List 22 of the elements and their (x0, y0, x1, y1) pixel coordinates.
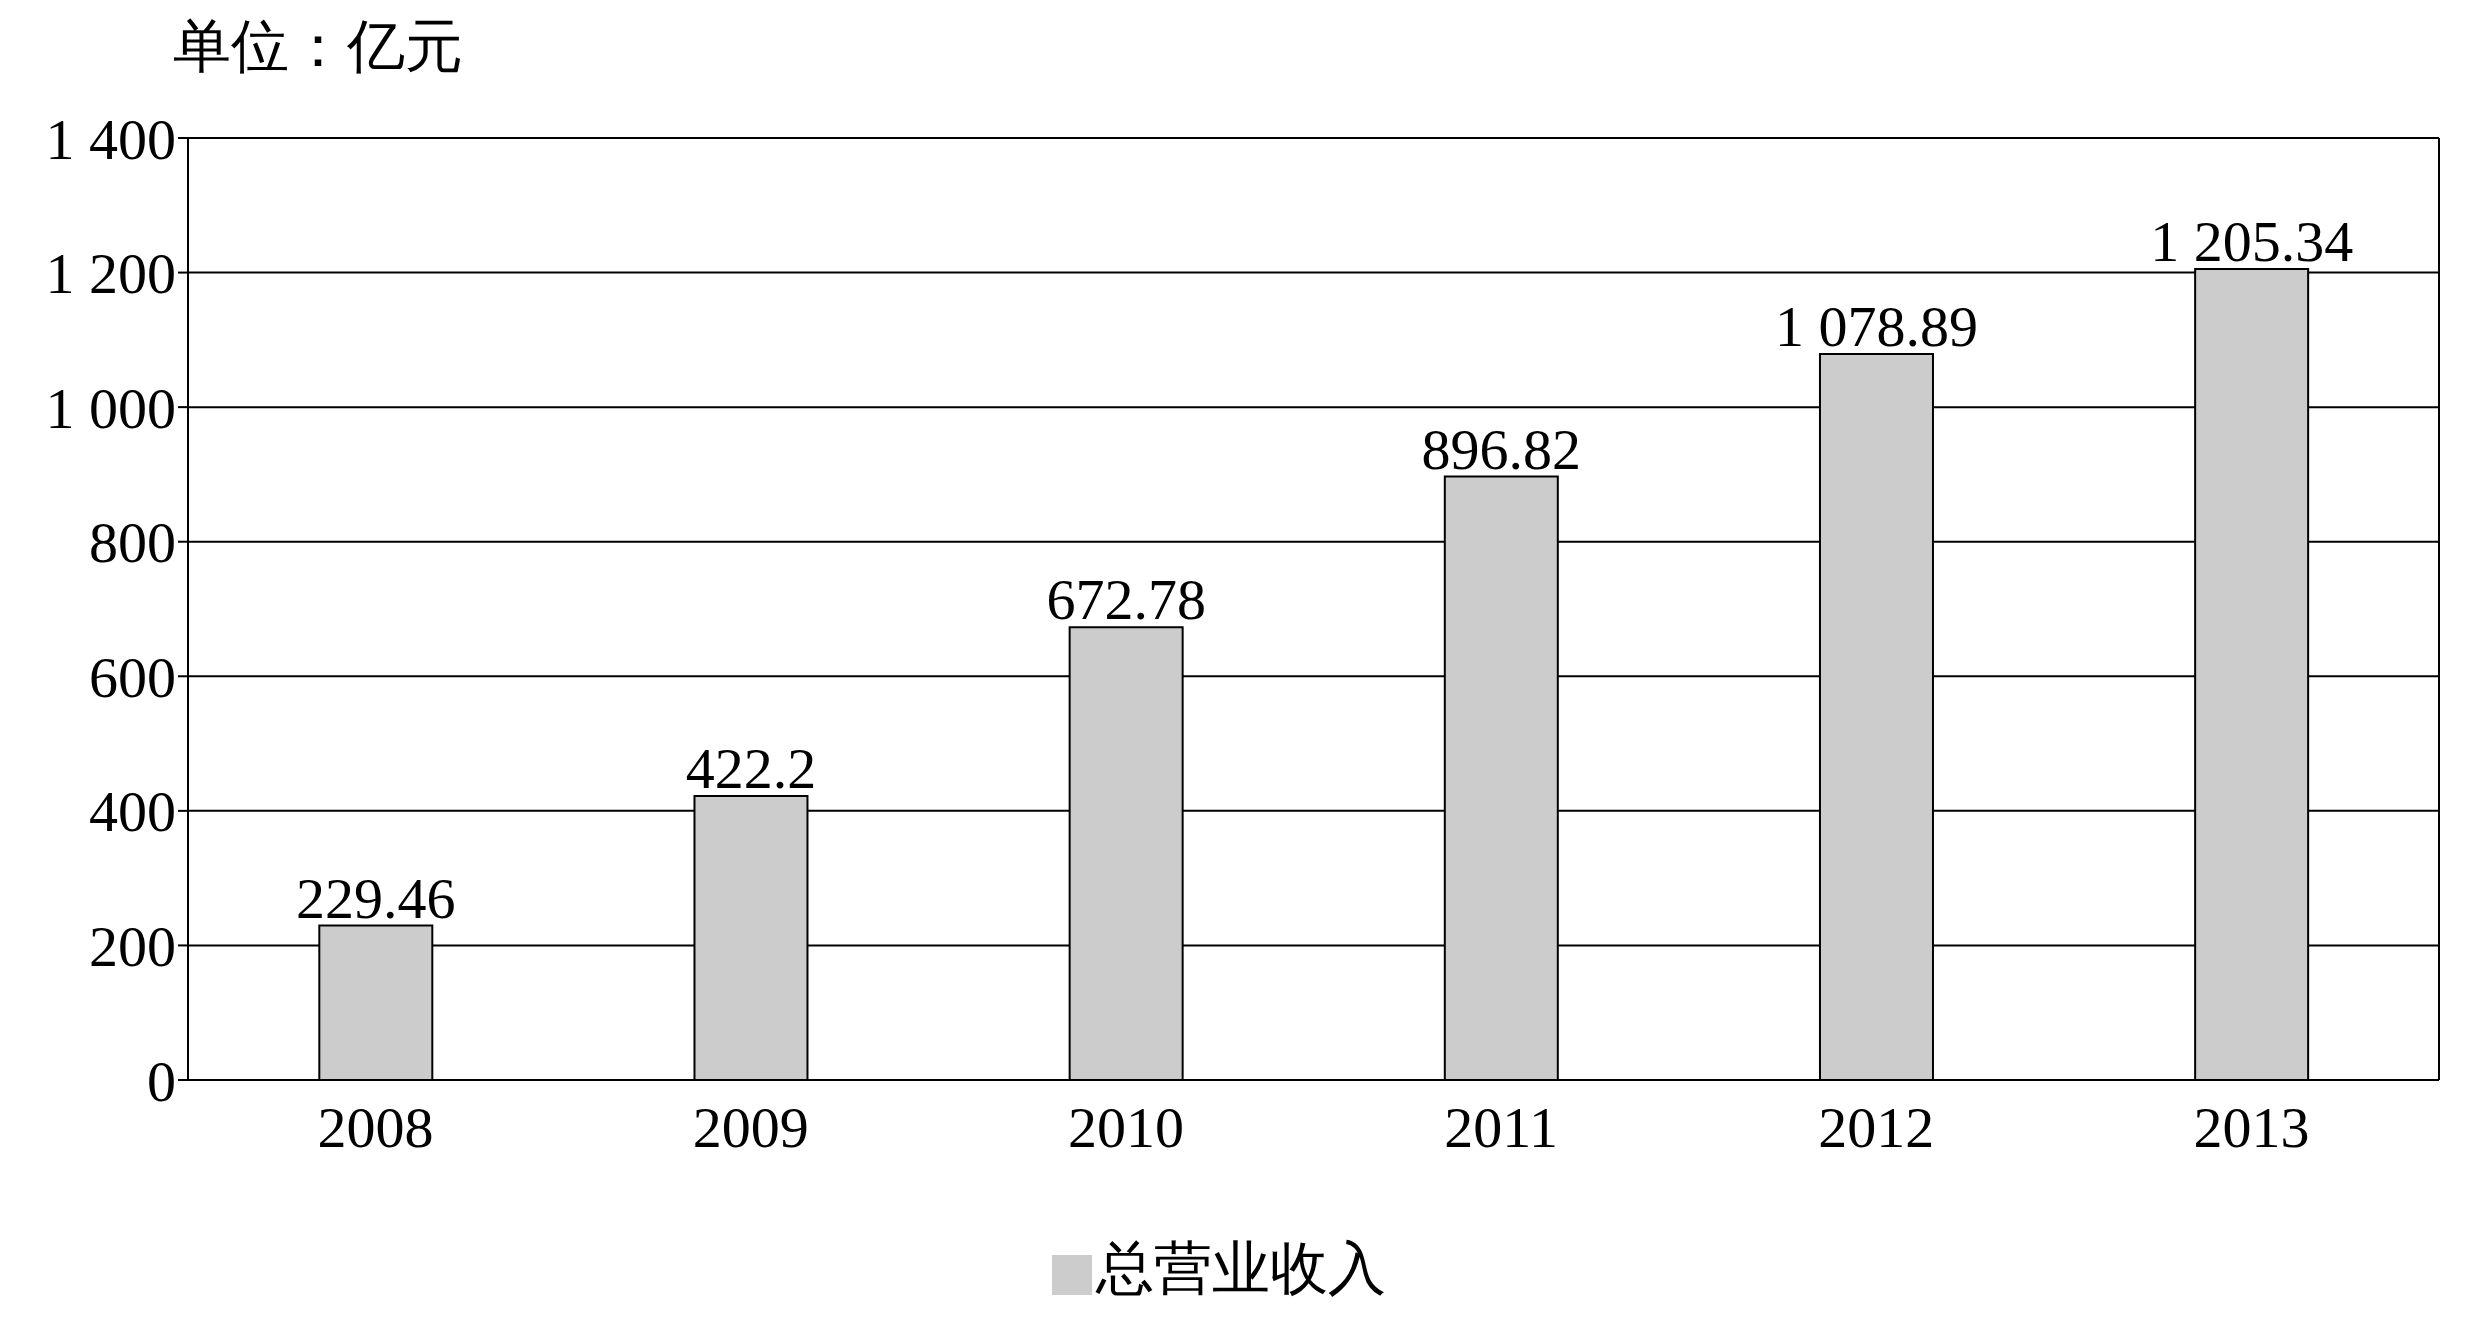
y-tick-label: 800 (89, 510, 176, 576)
data-label: 1 205.34 (2150, 208, 2354, 274)
x-tick-label: 2011 (1444, 1095, 1559, 1161)
x-tick-label: 2012 (1818, 1095, 1935, 1161)
data-label: 672.78 (1046, 567, 1206, 633)
x-tick-label: 2013 (2193, 1095, 2310, 1161)
y-tick-label: 200 (89, 914, 176, 980)
data-label: 229.46 (296, 865, 456, 931)
x-tick-label: 2009 (692, 1095, 809, 1161)
x-tick-label: 2008 (317, 1095, 434, 1161)
x-tick-label: 2010 (1067, 1095, 1184, 1161)
y-tick-label: 0 (147, 1048, 176, 1114)
data-label: 422.2 (685, 735, 817, 801)
legend-label: 总营业收入 (1096, 1236, 1386, 1301)
y-tick-label: 400 (89, 779, 176, 845)
y-tick-label: 600 (89, 644, 176, 710)
y-tick-label: 1 000 (45, 375, 176, 441)
data-label: 1 078.89 (1774, 294, 1978, 360)
y-tick-label: 1 400 (45, 106, 176, 172)
y-axis-title: 单位：亿元 (173, 13, 463, 81)
data-label: 896.82 (1421, 416, 1582, 482)
y-tick-label: 1 200 (45, 241, 176, 307)
